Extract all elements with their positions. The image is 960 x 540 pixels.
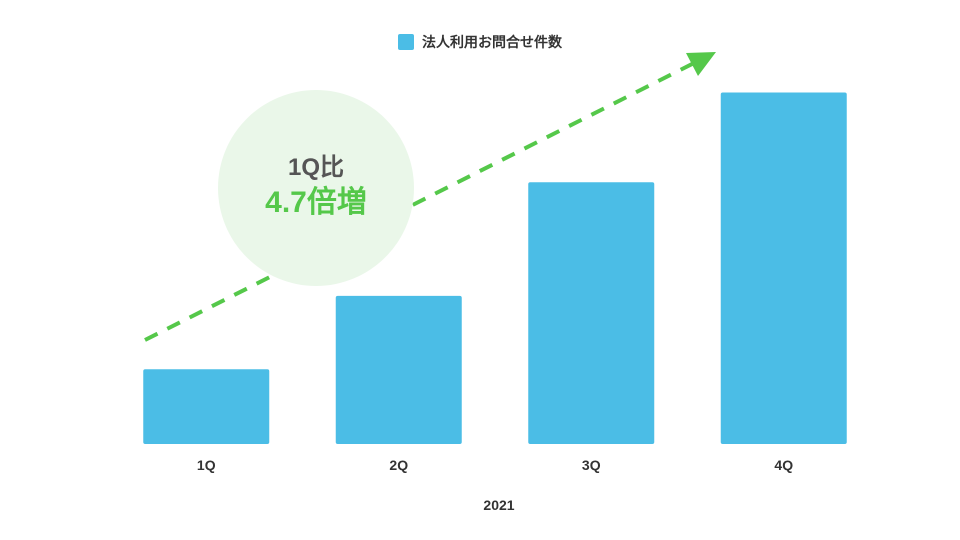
x-tick-label: 4Q xyxy=(774,457,793,473)
legend-swatch xyxy=(398,34,414,50)
bar-3Q xyxy=(528,182,655,444)
bar-1Q xyxy=(143,369,270,444)
callout-comparison-label: 1Q比 xyxy=(287,154,344,181)
callout-growth-value: 4.7倍増 xyxy=(265,186,367,219)
x-tick-label: 1Q xyxy=(197,457,216,473)
x-axis-title: 2021 xyxy=(483,497,514,513)
legend-label: 法人利用お問合せ件数 xyxy=(422,34,562,50)
legend: 法人利用お問合せ件数 xyxy=(0,32,960,52)
trend-arrow-head xyxy=(686,52,716,76)
x-tick-label: 3Q xyxy=(582,457,601,473)
bar-4Q xyxy=(720,92,847,444)
growth-callout: 1Q比 4.7倍増 xyxy=(218,90,414,286)
bar-2Q xyxy=(335,295,462,444)
trend-arrow-line xyxy=(144,57,703,342)
x-tick-label: 2Q xyxy=(389,457,408,473)
